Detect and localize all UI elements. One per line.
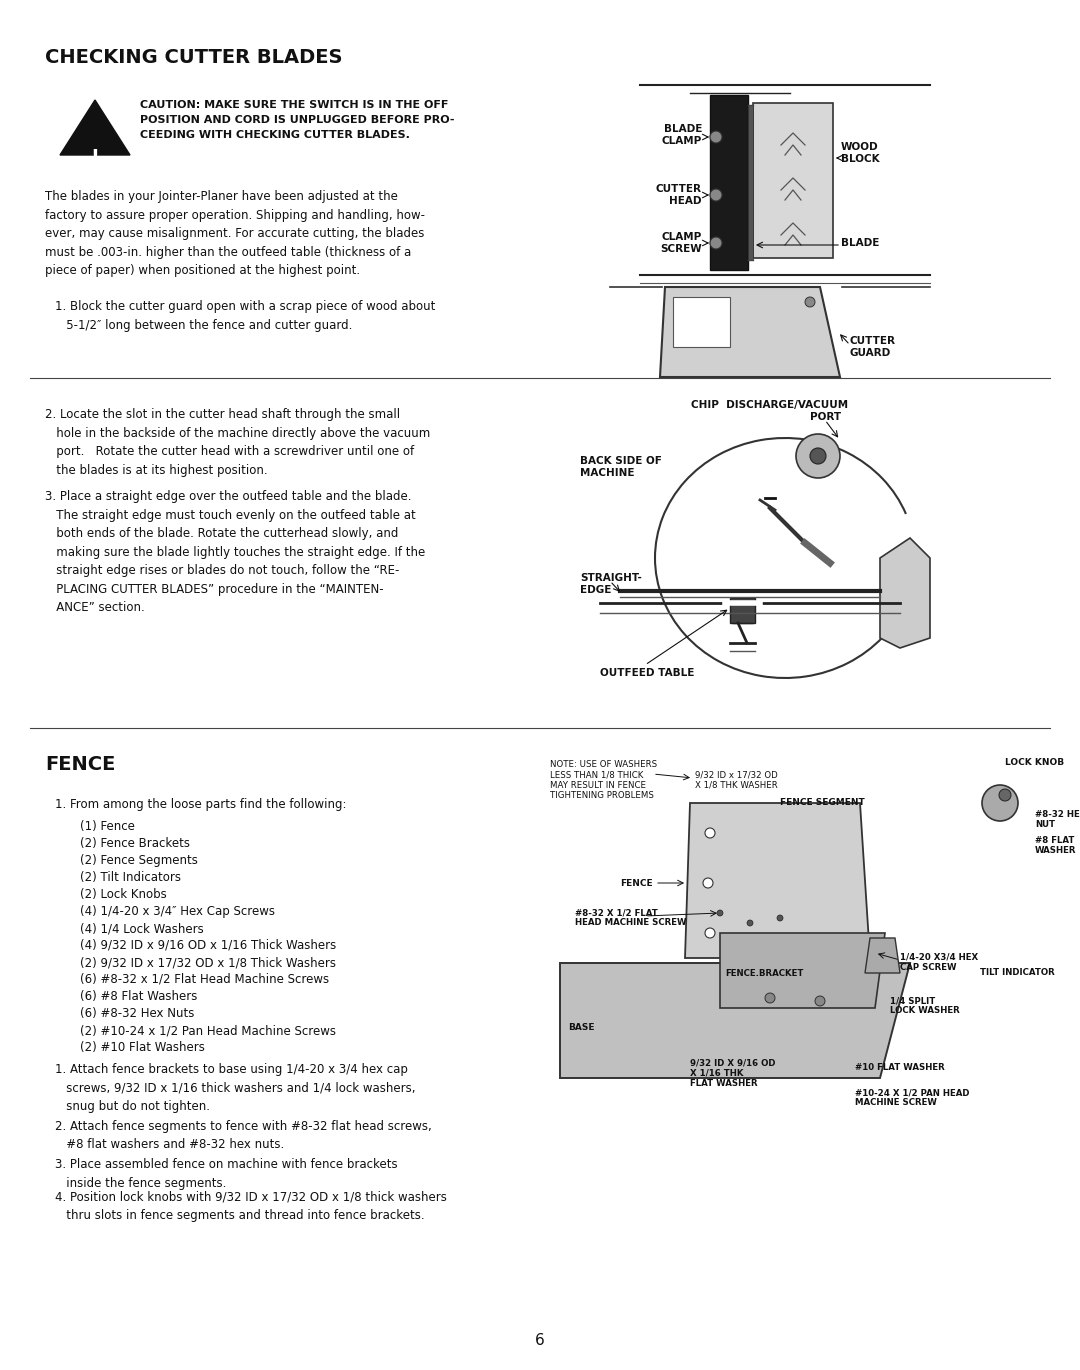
Text: FENCE: FENCE [45,755,116,774]
Text: The blades in your Jointer-Planer have been adjusted at the
factory to assure pr: The blades in your Jointer-Planer have b… [45,190,426,277]
Text: (2) Tilt Indicators: (2) Tilt Indicators [80,871,181,884]
Polygon shape [753,103,833,258]
Text: (6) #8 Flat Washers: (6) #8 Flat Washers [80,991,198,1003]
Circle shape [710,132,723,142]
Polygon shape [880,538,930,648]
Circle shape [796,434,840,478]
Text: BASE: BASE [568,1023,594,1033]
Text: CHIP  DISCHARGE/VACUUM: CHIP DISCHARGE/VACUUM [691,400,849,410]
Polygon shape [730,597,755,623]
Text: 1/4 SPLIT
LOCK WASHER: 1/4 SPLIT LOCK WASHER [890,996,960,1015]
Text: 4. Position lock knobs with 9/32 ID x 17/32 OD x 1/8 thick washers
   thru slots: 4. Position lock knobs with 9/32 ID x 17… [55,1191,447,1222]
Text: (4) 9/32 ID x 9/16 OD x 1/16 Thick Washers: (4) 9/32 ID x 9/16 OD x 1/16 Thick Washe… [80,938,336,952]
Text: (2) #10 Flat Washers: (2) #10 Flat Washers [80,1041,205,1054]
Text: #8-32 HEX
NUT: #8-32 HEX NUT [1035,810,1080,829]
Text: CUTTER
GUARD: CUTTER GUARD [850,336,896,358]
Polygon shape [865,938,900,973]
Polygon shape [660,286,840,377]
Text: 2. Locate the slot in the cutter head shaft through the small
   hole in the bac: 2. Locate the slot in the cutter head sh… [45,408,430,477]
Polygon shape [685,803,870,958]
Text: 9/32 ID X 9/16 OD
X 1/16 THK
FLAT WASHER: 9/32 ID X 9/16 OD X 1/16 THK FLAT WASHER [690,1058,775,1088]
Text: STRAIGHT-
EDGE: STRAIGHT- EDGE [580,573,642,595]
Circle shape [810,448,826,464]
Text: PORT: PORT [810,412,841,422]
Text: NOTE: USE OF WASHERS
LESS THAN 1/8 THICK
MAY RESULT IN FENCE
TIGHTENING PROBLEMS: NOTE: USE OF WASHERS LESS THAN 1/8 THICK… [550,760,657,800]
Text: FENCE SEGMENT: FENCE SEGMENT [780,797,865,807]
Circle shape [982,785,1018,821]
Text: CHECKING CUTTER BLADES: CHECKING CUTTER BLADES [45,48,342,67]
Text: OUTFEED TABLE: OUTFEED TABLE [600,669,694,678]
Text: WOOD
BLOCK: WOOD BLOCK [841,142,879,164]
Polygon shape [673,297,730,347]
Text: (2) #10-24 x 1/2 Pan Head Machine Screws: (2) #10-24 x 1/2 Pan Head Machine Screws [80,1023,336,1037]
Polygon shape [561,963,910,1078]
Text: (4) 1/4-20 x 3/4″ Hex Cap Screws: (4) 1/4-20 x 3/4″ Hex Cap Screws [80,906,275,918]
Text: (1) Fence: (1) Fence [80,821,135,833]
Text: !: ! [91,148,99,167]
Text: LOCK KNOB: LOCK KNOB [1005,758,1065,767]
Text: 1. Block the cutter guard open with a scrap piece of wood about
   5-1/2″ long b: 1. Block the cutter guard open with a sc… [55,300,435,332]
Polygon shape [710,95,748,270]
Polygon shape [748,105,753,260]
Text: #10 FLAT WASHER: #10 FLAT WASHER [855,1063,945,1071]
Text: TILT INDICATOR: TILT INDICATOR [980,969,1055,977]
Text: (2) Fence Segments: (2) Fence Segments [80,854,198,867]
Text: 6: 6 [535,1333,545,1348]
Text: 3. Place assembled fence on machine with fence brackets
   inside the fence segm: 3. Place assembled fence on machine with… [55,1158,397,1189]
Text: 2. Attach fence segments to fence with #8-32 flat head screws,
   #8 flat washer: 2. Attach fence segments to fence with #… [55,1121,432,1152]
Text: 1/4-20 X3/4 HEX
CAP SCREW: 1/4-20 X3/4 HEX CAP SCREW [900,954,978,973]
Text: BACK SIDE OF
MACHINE: BACK SIDE OF MACHINE [580,456,662,478]
Text: FENCE: FENCE [620,878,652,888]
Text: (6) #8-32 Hex Nuts: (6) #8-32 Hex Nuts [80,1007,194,1021]
Text: (2) Lock Knobs: (2) Lock Knobs [80,888,166,901]
Circle shape [815,996,825,1006]
Text: CAUTION: MAKE SURE THE SWITCH IS IN THE OFF
POSITION AND CORD IS UNPLUGGED BEFOR: CAUTION: MAKE SURE THE SWITCH IS IN THE … [140,100,455,140]
Text: 9/32 ID x 17/32 OD
X 1/8 THK WASHER: 9/32 ID x 17/32 OD X 1/8 THK WASHER [696,770,778,789]
Text: (2) 9/32 ID x 17/32 OD x 1/8 Thick Washers: (2) 9/32 ID x 17/32 OD x 1/8 Thick Washe… [80,956,336,969]
Circle shape [705,927,715,938]
Text: #10-24 X 1/2 PAN HEAD
MACHINE SCREW: #10-24 X 1/2 PAN HEAD MACHINE SCREW [855,1088,970,1107]
Polygon shape [60,100,130,155]
Text: BLADE: BLADE [841,238,879,248]
Circle shape [710,237,723,249]
Circle shape [999,789,1011,801]
Circle shape [805,297,815,307]
Text: (6) #8-32 x 1/2 Flat Head Machine Screws: (6) #8-32 x 1/2 Flat Head Machine Screws [80,973,329,986]
Circle shape [705,827,715,838]
Text: 1. From among the loose parts find the following:: 1. From among the loose parts find the f… [55,797,347,811]
Text: #8 FLAT
WASHER: #8 FLAT WASHER [1035,836,1077,855]
Circle shape [765,993,775,1003]
Polygon shape [720,933,885,1008]
Text: 3. Place a straight edge over the outfeed table and the blade.
   The straight e: 3. Place a straight edge over the outfee… [45,490,426,614]
Circle shape [717,910,723,917]
Text: FENCE.BRACKET: FENCE.BRACKET [725,969,804,978]
Circle shape [747,921,753,926]
Circle shape [703,878,713,888]
Text: #8-32 X 1/2 FLAT
HEAD MACHINE SCREW: #8-32 X 1/2 FLAT HEAD MACHINE SCREW [575,908,687,927]
Text: CLAMP
SCREW: CLAMP SCREW [660,232,702,253]
Circle shape [710,189,723,201]
Text: 1. Attach fence brackets to base using 1/4-20 x 3/4 hex cap
   screws, 9/32 ID x: 1. Attach fence brackets to base using 1… [55,1063,416,1112]
Text: BLADE
CLAMP: BLADE CLAMP [662,125,702,145]
Circle shape [777,915,783,921]
Text: (2) Fence Brackets: (2) Fence Brackets [80,837,190,849]
Text: CUTTER
HEAD: CUTTER HEAD [656,184,702,206]
Text: (4) 1/4 Lock Washers: (4) 1/4 Lock Washers [80,922,204,934]
